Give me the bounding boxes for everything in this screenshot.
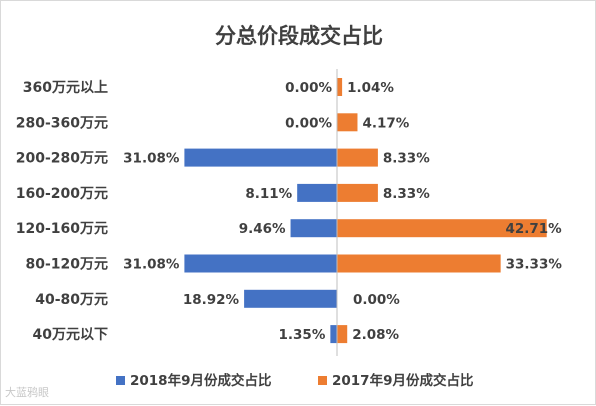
data-label-2017: 8.33%	[383, 151, 430, 167]
data-label-2017: 4.17%	[362, 115, 409, 131]
data-label-2018: 31.08%	[123, 151, 180, 167]
bar-2017	[337, 113, 358, 132]
bar-2018	[330, 325, 337, 344]
category-label: 120-160万元	[16, 221, 108, 237]
data-label-2018: 31.08%	[123, 257, 180, 273]
bars-group: 360万元以上 0.00% 1.04% 280-360万元 0.00% 4.17% 200-…	[16, 69, 563, 356]
bar-2017	[337, 148, 378, 167]
bar-2017	[337, 254, 501, 273]
category-label: 40-80万元	[35, 292, 108, 308]
data-label-2017: 42.71%	[505, 221, 562, 237]
legend-label-2017: 2017年9月份成交占比	[332, 372, 473, 389]
bar-2018	[184, 254, 337, 273]
legend-swatch-2018	[116, 376, 125, 385]
data-label-2018: 0.00%	[285, 115, 332, 131]
bar-2017	[337, 219, 547, 238]
bar-2017	[337, 183, 378, 202]
bar-2018	[297, 183, 337, 202]
category-label: 280-360万元	[16, 115, 108, 131]
data-label-2018: 1.35%	[279, 327, 326, 343]
data-label-2017: 33.33%	[506, 257, 563, 273]
category-label: 80-120万元	[25, 257, 108, 273]
bar-2017	[337, 78, 343, 96]
data-label-2018: 8.11%	[245, 186, 292, 202]
data-label-2017: 8.33%	[383, 186, 430, 202]
bar-2018	[290, 219, 337, 238]
watermark: 大蓝鸦眼	[5, 386, 49, 399]
data-label-2018: 9.46%	[239, 221, 286, 237]
bar-2018	[184, 148, 337, 167]
bar-2017	[337, 325, 348, 344]
data-label-2018: 18.92%	[183, 292, 240, 308]
data-label-2018: 0.00%	[285, 80, 332, 96]
category-label: 360万元以上	[23, 80, 108, 96]
data-label-2017: 0.00%	[353, 292, 400, 308]
bar-2018	[244, 289, 337, 308]
chart-title: 分总价段成交占比	[215, 24, 383, 48]
data-label-2017: 1.04%	[347, 80, 394, 96]
category-label: 200-280万元	[16, 151, 108, 167]
category-label: 160-200万元	[16, 186, 108, 202]
category-label: 40万元以下	[33, 327, 108, 343]
legend-swatch-2017	[318, 376, 327, 385]
legend-label-2018: 2018年9月份成交占比	[130, 372, 271, 389]
data-label-2017: 2.08%	[352, 327, 399, 343]
legend: 2018年9月份成交占比 2017年9月份成交占比	[116, 372, 473, 389]
